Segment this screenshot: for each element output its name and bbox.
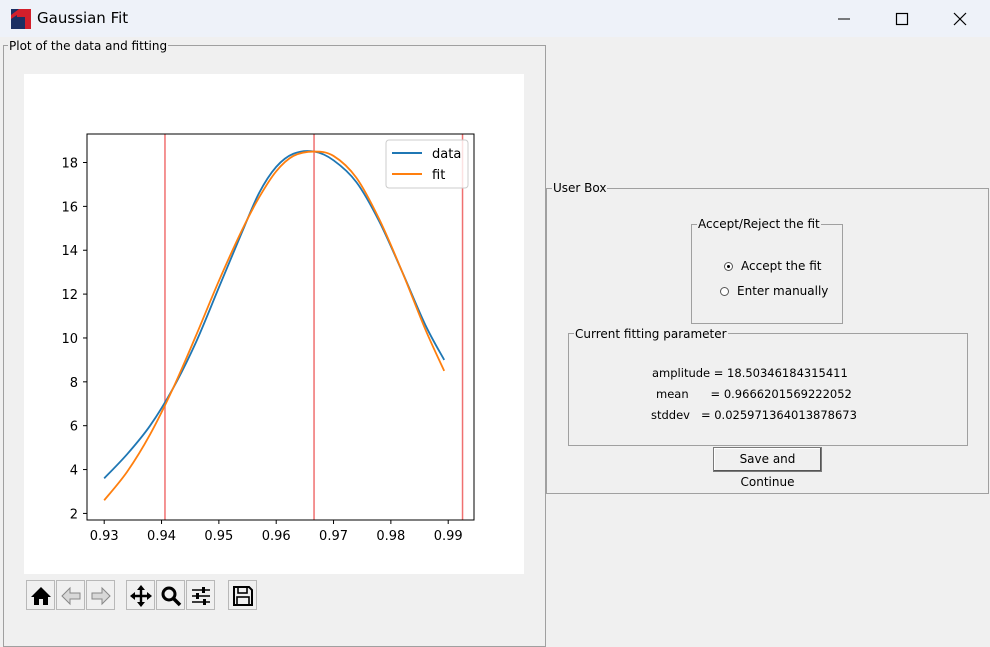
enter-manually-label: Enter manually xyxy=(737,284,829,298)
minimize-icon xyxy=(838,18,850,20)
axes-frame xyxy=(86,133,475,521)
y-tick-label: 6 xyxy=(70,420,78,435)
save-continue-button[interactable]: Save and Continue xyxy=(713,447,822,489)
plot-canvas[interactable]: 0.93 0.94 0.95 0.96 0.97 0.98 0.99 2 4 6 8 10 12 14 16… xyxy=(24,74,524,574)
forward-arrow-icon xyxy=(91,586,111,606)
home-button[interactable] xyxy=(26,580,55,610)
x-tick-label: 0.95 xyxy=(204,529,233,544)
x-tick-label: 0.94 xyxy=(147,529,176,544)
configure-subplots-button[interactable] xyxy=(186,580,215,610)
forward-button[interactable] xyxy=(86,580,115,610)
amplitude-value: amplitude = 18.50346184315411 xyxy=(652,366,848,380)
app-logo-icon xyxy=(11,9,31,29)
minimize-button[interactable] xyxy=(815,0,873,37)
accept-reject-group xyxy=(691,224,843,324)
save-figure-icon xyxy=(233,586,253,606)
title-bar: Gaussian Fit xyxy=(0,0,990,37)
accept-fit-radio[interactable]: Accept the fit xyxy=(724,259,821,273)
radio-selected-icon xyxy=(724,261,733,271)
legend-label-fit: fit xyxy=(432,168,445,183)
close-button[interactable] xyxy=(931,0,989,37)
x-tick-label: 0.98 xyxy=(376,529,405,544)
y-tick-label: 12 xyxy=(61,288,78,303)
x-tick-label: 0.96 xyxy=(262,529,291,544)
pan-icon xyxy=(130,585,152,607)
back-arrow-icon xyxy=(61,586,81,606)
radio-unselected-icon xyxy=(720,286,729,296)
y-tick-label: 16 xyxy=(61,200,78,215)
y-tick-label: 2 xyxy=(70,507,78,522)
accept-reject-label: Accept/Reject the fit xyxy=(697,217,821,231)
zoom-icon xyxy=(161,586,182,607)
gaussian-chart: 0.93 0.94 0.95 0.96 0.97 0.98 0.99 2 4 6 8 10 12 14 16… xyxy=(61,133,475,544)
user-box xyxy=(546,188,989,494)
pan-button[interactable] xyxy=(126,580,155,610)
save-figure-button[interactable] xyxy=(228,580,257,610)
x-tick-label: 0.93 xyxy=(90,529,119,544)
user-box-label: User Box xyxy=(552,181,608,195)
x-tick-label: 0.97 xyxy=(319,529,348,544)
fitting-parameter-group xyxy=(568,333,968,446)
legend-label-data: data xyxy=(432,147,461,162)
x-tick-label: 0.99 xyxy=(434,529,463,544)
window-title: Gaussian Fit xyxy=(37,9,129,27)
mean-value: mean = 0.9666201569222052 xyxy=(656,387,852,401)
back-button[interactable] xyxy=(56,580,85,610)
zoom-button[interactable] xyxy=(156,580,185,610)
fitting-parameter-label: Current fitting parameter xyxy=(574,327,728,341)
configure-subplots-icon xyxy=(192,587,210,605)
y-tick-label: 14 xyxy=(61,244,78,259)
enter-manually-radio[interactable]: Enter manually xyxy=(720,284,828,298)
maximize-button[interactable] xyxy=(873,0,931,37)
close-icon xyxy=(953,12,967,26)
stddev-value: stddev = 0.025971364013878673 xyxy=(651,408,857,422)
maximize-icon xyxy=(895,12,909,26)
y-tick-label: 18 xyxy=(61,157,78,172)
accept-fit-label: Accept the fit xyxy=(741,259,822,273)
y-tick-label: 10 xyxy=(61,332,78,347)
home-icon xyxy=(31,587,51,605)
plot-panel-label: Plot of the data and fitting xyxy=(8,39,169,53)
y-tick-label: 4 xyxy=(70,464,78,479)
series-line-fit xyxy=(103,150,446,501)
y-tick-label: 8 xyxy=(70,376,78,391)
series-line-data xyxy=(103,150,445,479)
